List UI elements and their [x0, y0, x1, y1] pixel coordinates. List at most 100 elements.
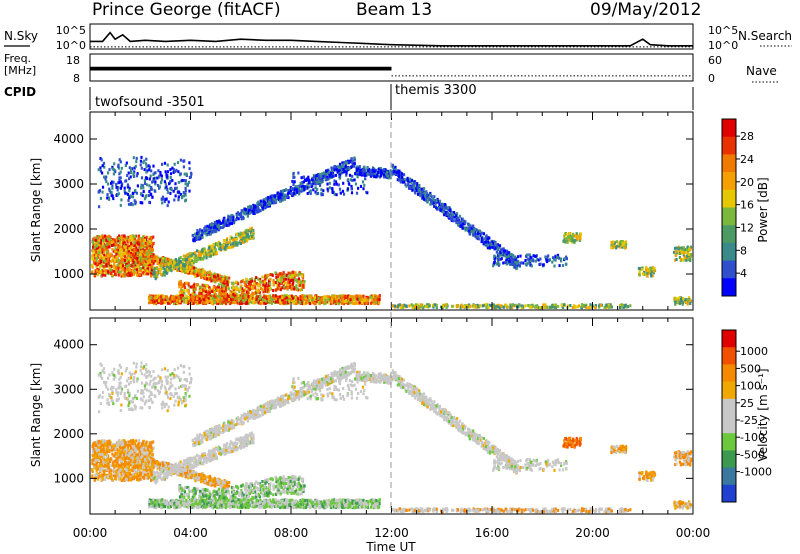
power-echo — [140, 259, 143, 263]
power-echo — [507, 254, 510, 258]
power-echo — [168, 301, 171, 305]
power-echo — [214, 278, 217, 282]
power-echo — [159, 271, 162, 275]
power-echo — [244, 301, 247, 305]
power-echo — [150, 274, 153, 278]
power-echo — [266, 288, 269, 292]
power-echo — [327, 177, 330, 181]
power-echo — [92, 245, 95, 249]
power-echo — [210, 298, 213, 302]
power-echo — [257, 289, 260, 293]
power-echo — [175, 296, 178, 300]
power-echo — [103, 236, 106, 240]
power-echo — [329, 176, 332, 180]
power-echo — [133, 241, 136, 245]
power-echo — [272, 200, 275, 204]
power-echo — [170, 269, 173, 273]
power-echo — [257, 200, 260, 204]
power-echo — [300, 288, 303, 291]
power-echo — [199, 273, 202, 276]
power-echo — [125, 269, 129, 273]
power-echo — [310, 185, 313, 188]
power-echo — [231, 238, 235, 242]
power-echo — [270, 296, 274, 300]
power-echo — [229, 243, 233, 247]
power-echo — [257, 301, 260, 305]
power-echo — [237, 294, 240, 298]
power-echo — [134, 255, 137, 259]
power-echo — [118, 234, 121, 238]
power-echo — [137, 265, 140, 269]
power-echo — [187, 295, 190, 299]
power-echo — [408, 185, 412, 189]
power-echo — [247, 294, 250, 298]
power-echo — [191, 285, 195, 288]
power-echo — [224, 219, 227, 223]
power-echo — [110, 252, 113, 256]
power-echo — [107, 245, 111, 249]
power-echo — [97, 236, 100, 240]
noise-tick-left-bottom: 10^0 — [56, 39, 86, 52]
power-echo — [188, 268, 191, 272]
power-echo — [131, 270, 135, 274]
power-echo — [378, 297, 381, 301]
power-echo — [213, 285, 216, 289]
power-echo — [207, 278, 210, 281]
power-echo — [201, 249, 204, 253]
power-echo — [252, 232, 255, 236]
power-echo — [362, 294, 365, 298]
freq-tick-left-top: 18 — [66, 54, 80, 67]
power-echo — [194, 297, 197, 301]
power-echo — [125, 258, 128, 262]
power-echo — [113, 255, 116, 259]
power-echo — [370, 298, 373, 302]
power-echo — [96, 269, 99, 273]
power-echo — [255, 297, 258, 301]
power-echo — [376, 298, 379, 302]
power-echo — [145, 238, 148, 241]
power-echo — [152, 258, 155, 262]
power-echo — [212, 227, 216, 231]
power-echo — [269, 273, 272, 277]
power-echo — [105, 245, 108, 249]
power-echo — [219, 299, 222, 303]
power-echo — [155, 266, 158, 270]
power-echo — [385, 170, 388, 174]
power-echo — [161, 294, 164, 298]
power-echo — [334, 165, 337, 169]
power-echo — [228, 222, 231, 226]
power-echo — [299, 280, 302, 284]
power-echo — [217, 244, 220, 248]
power-echo — [153, 300, 156, 304]
power-echo — [103, 251, 106, 254]
power-echo — [249, 280, 252, 284]
power-echo — [148, 248, 151, 252]
power-echo — [350, 165, 353, 169]
power-echo — [230, 222, 233, 225]
power-echo — [109, 236, 112, 239]
power-echo — [163, 258, 166, 262]
power-echo — [148, 243, 151, 247]
power-echo — [129, 252, 132, 255]
power-echo — [227, 287, 230, 291]
power-echo — [271, 194, 274, 198]
freq-tick-left-bottom: 8 — [73, 72, 80, 85]
power-echo — [326, 177, 329, 181]
power-echo — [314, 182, 317, 186]
power-echo — [225, 223, 228, 227]
power-echo — [126, 246, 129, 250]
power-echo — [214, 221, 217, 225]
power-echo — [115, 238, 118, 242]
power-echo — [213, 245, 216, 249]
power-echo — [356, 297, 359, 301]
power-echo — [189, 257, 192, 261]
power-echo — [435, 206, 438, 210]
power-echo — [211, 246, 214, 250]
power-echo — [98, 250, 101, 254]
power-echo — [140, 242, 143, 246]
power-echo — [188, 258, 191, 262]
power-echo — [201, 231, 204, 235]
power-echo — [391, 163, 394, 167]
power-echo — [472, 224, 475, 228]
power-echo — [196, 274, 199, 278]
